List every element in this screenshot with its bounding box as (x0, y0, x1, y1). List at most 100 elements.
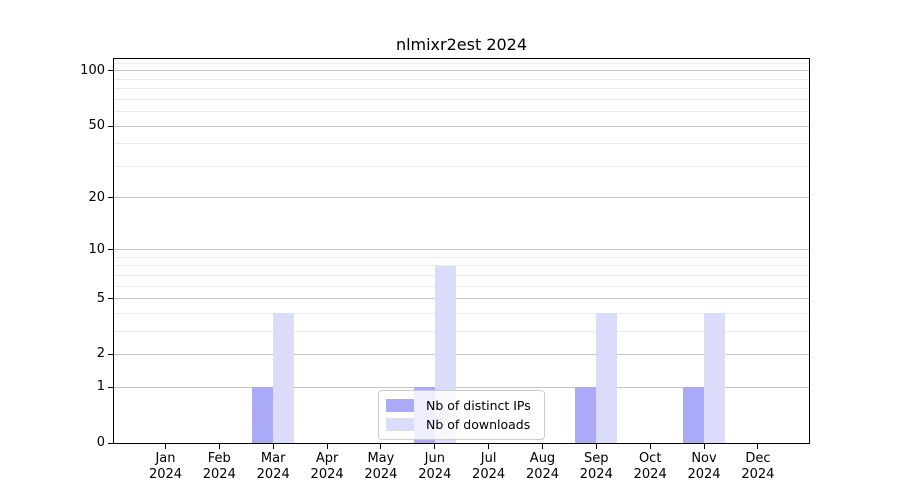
x-label-year: 2024 (525, 467, 560, 482)
y-axis-tick-label: 0 (96, 435, 105, 450)
minor-gridline (114, 98, 809, 100)
x-axis-tick-label: Nov 2024 (672, 451, 736, 483)
x-axis-tick-label: Jul 2024 (457, 451, 521, 483)
x-label-year: 2024 (256, 467, 290, 482)
y-axis-tick-label: 20 (88, 189, 105, 205)
x-label-year: 2024 (687, 467, 721, 482)
y-axis-tick-label: 1 (96, 379, 105, 395)
x-axis-tick-label: Dec 2024 (726, 451, 790, 483)
y-axis-tick-label: 50 (88, 118, 105, 133)
x-axis-tick-label: Sep 2024 (564, 451, 628, 483)
x-label-year: 2024 (418, 467, 452, 482)
legend-swatch (386, 418, 414, 431)
x-axis-tick (218, 444, 220, 449)
y-axis-tick (108, 353, 113, 355)
y-axis-tick (108, 386, 113, 388)
minor-gridline (114, 165, 809, 167)
x-axis-tick-label: Jan 2024 (134, 451, 198, 483)
x-label-month: Sep (584, 451, 609, 466)
legend-swatch (386, 399, 414, 412)
x-label-month: Jan (155, 451, 176, 466)
x-axis-tick (488, 444, 490, 449)
major-gridline (114, 353, 809, 355)
x-axis-tick (649, 444, 651, 449)
major-gridline (114, 386, 809, 388)
bar-downloads (596, 313, 618, 443)
legend-label: Nb of distinct IPs (426, 398, 531, 413)
x-label-month: Jul (480, 451, 497, 466)
legend-label: Nb of downloads (426, 417, 531, 432)
x-axis-tick (757, 444, 759, 449)
x-axis-tick-label: Mar 2024 (241, 451, 305, 483)
y-axis-tick (108, 298, 113, 299)
major-gridline (114, 249, 809, 251)
x-axis-tick (326, 444, 328, 449)
minor-gridline (114, 78, 809, 80)
minor-gridline (114, 111, 809, 112)
x-axis-tick (380, 444, 382, 449)
x-axis-tick (703, 444, 705, 449)
x-axis-tick-label: May 2024 (349, 451, 413, 483)
x-axis-tick-label: Jun 2024 (403, 451, 467, 483)
x-label-year: 2024 (364, 467, 398, 482)
bar-distinct-ips (683, 387, 704, 443)
major-gridline (114, 70, 809, 72)
y-axis-tick (108, 197, 113, 198)
y-axis-tick-label: 5 (96, 290, 105, 306)
legend-row: Nb of downloads (386, 415, 537, 434)
x-label-year: 2024 (741, 467, 775, 482)
minor-gridline (114, 88, 809, 90)
plot-area: Nb of distinct IPs Nb of downloads (113, 58, 810, 444)
minor-gridline (114, 274, 809, 276)
x-label-year: 2024 (310, 467, 344, 482)
minor-gridline (114, 62, 809, 64)
chart-title: nlmixr2est 2024 (395, 35, 528, 54)
minor-gridline (114, 285, 809, 287)
x-axis-tick-label: Feb 2024 (187, 451, 251, 483)
x-label-month: Mar (260, 451, 286, 466)
minor-gridline (114, 265, 809, 267)
y-axis-tick (108, 125, 113, 127)
x-label-year: 2024 (579, 467, 613, 482)
minor-gridline (114, 143, 809, 145)
x-axis-tick (272, 444, 274, 449)
major-gridline (114, 197, 809, 198)
y-axis-tick-label: 10 (88, 241, 105, 257)
x-axis-tick (595, 444, 597, 449)
x-label-month: Jun (424, 451, 445, 466)
x-axis-tick (542, 444, 543, 449)
x-label-month: Feb (207, 451, 231, 466)
x-label-year: 2024 (633, 467, 667, 482)
bar-distinct-ips (575, 387, 597, 443)
major-gridline (114, 298, 809, 299)
x-axis-tick (434, 444, 436, 449)
x-axis-tick-label: Oct 2024 (618, 451, 682, 483)
x-axis-tick-label: Apr 2024 (295, 451, 359, 483)
legend-row: Nb of distinct IPs (386, 396, 537, 415)
x-label-month: Nov (691, 451, 717, 466)
x-label-year: 2024 (202, 467, 236, 482)
legend: Nb of distinct IPs Nb of downloads (378, 390, 545, 440)
x-label-month: Aug (529, 451, 556, 466)
y-axis-tick (108, 249, 113, 251)
x-axis-tick (165, 444, 166, 449)
y-axis-tick-label: 100 (80, 62, 105, 78)
x-label-month: Oct (638, 451, 662, 466)
bar-distinct-ips (252, 387, 274, 443)
x-label-month: May (367, 451, 395, 466)
major-gridline (114, 125, 809, 127)
bar-downloads (273, 313, 295, 443)
x-label-month: Apr (315, 451, 339, 466)
bar-downloads (704, 313, 725, 443)
y-axis-tick-label: 2 (96, 346, 105, 362)
y-axis-tick (108, 442, 113, 444)
x-axis-tick-label: Aug 2024 (511, 451, 575, 483)
minor-gridline (114, 256, 809, 258)
x-label-year: 2024 (148, 467, 183, 482)
x-label-month: Dec (745, 451, 771, 466)
x-label-year: 2024 (472, 467, 506, 482)
y-axis-tick (108, 70, 113, 72)
minor-gridline (114, 312, 809, 314)
minor-gridline (114, 330, 809, 332)
